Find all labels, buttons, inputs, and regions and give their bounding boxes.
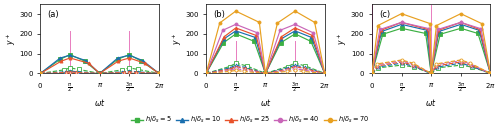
Text: (c): (c): [379, 10, 390, 19]
X-axis label: $\omega t$: $\omega t$: [260, 97, 271, 108]
Y-axis label: $y^+$: $y^+$: [336, 33, 349, 45]
X-axis label: $\omega t$: $\omega t$: [94, 97, 106, 108]
Y-axis label: $y^+$: $y^+$: [4, 33, 18, 45]
Legend: $h/\delta_s = 5$, $h/\delta_s = 10$, $h/\delta_s = 25$, $h/\delta_s = 40$, $h/\d: $h/\delta_s = 5$, $h/\delta_s = 10$, $h/…: [128, 112, 372, 128]
X-axis label: $\omega t$: $\omega t$: [426, 97, 437, 108]
Text: (a): (a): [48, 10, 59, 19]
Text: (b): (b): [213, 10, 225, 19]
Y-axis label: $y^+$: $y^+$: [170, 33, 183, 45]
